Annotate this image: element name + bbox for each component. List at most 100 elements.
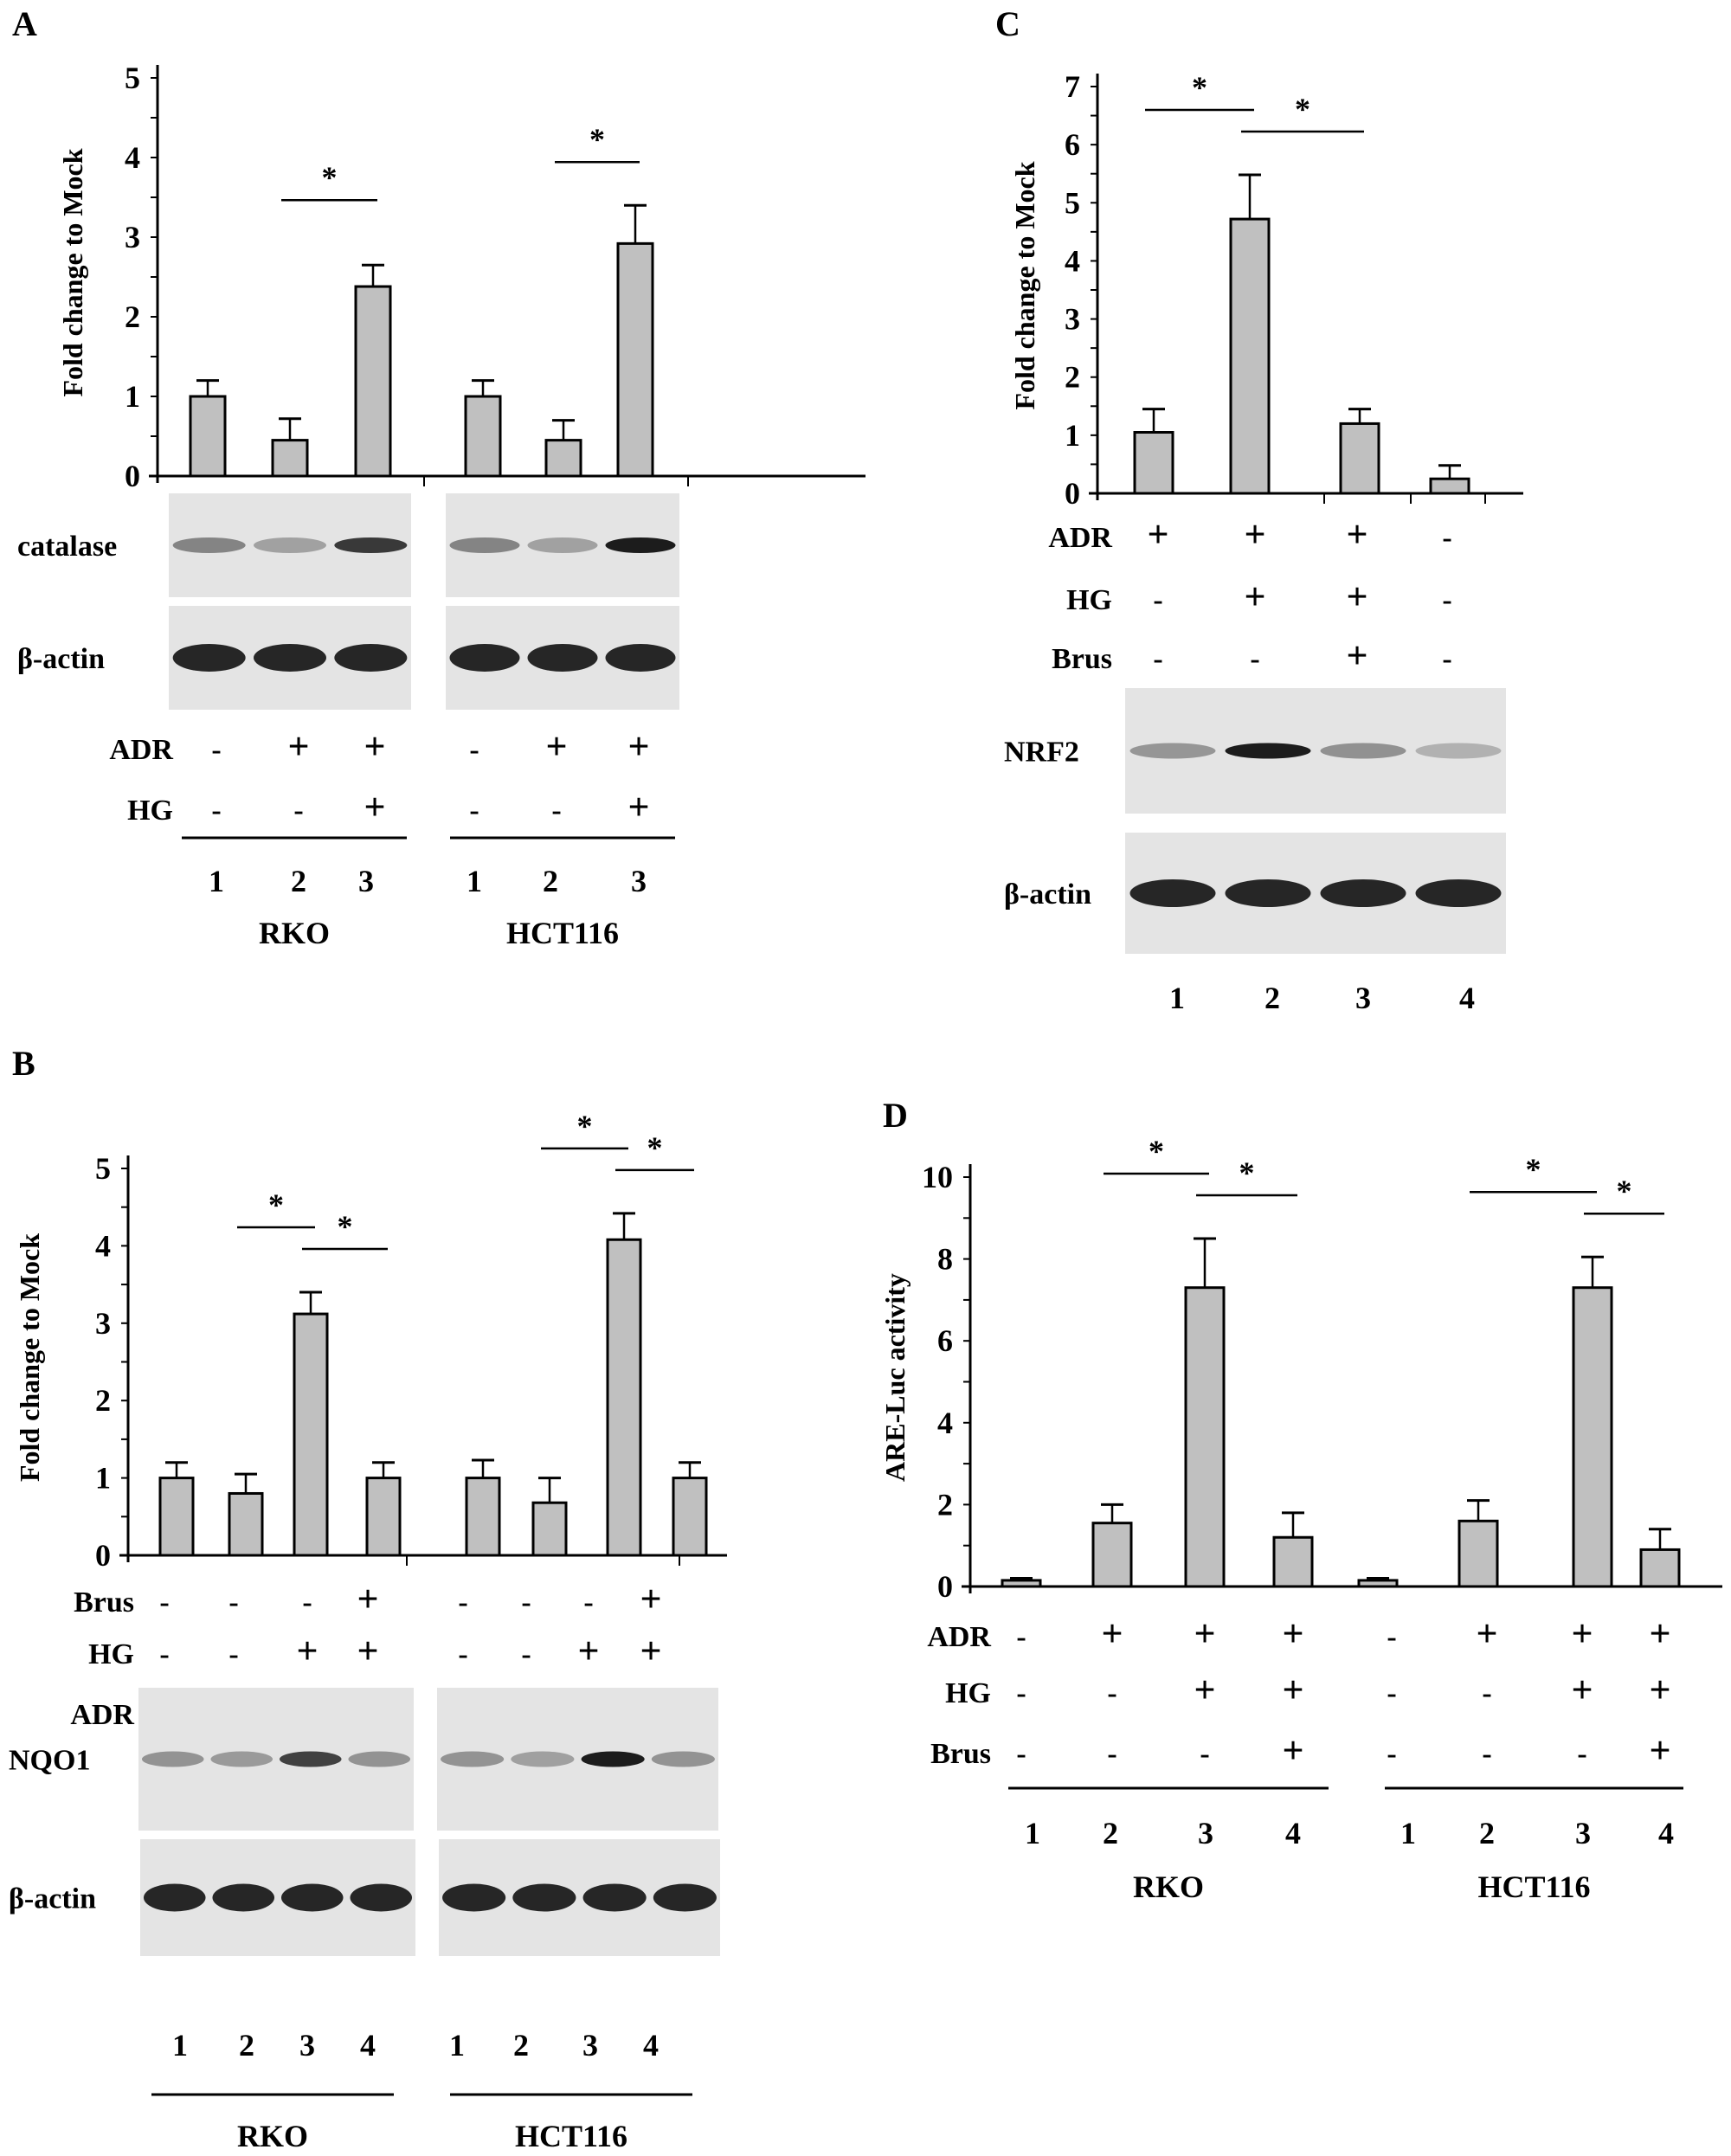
significance-star: * bbox=[589, 122, 605, 157]
y-tick-label: 3 bbox=[1065, 302, 1080, 337]
lane-number: 3 bbox=[631, 864, 647, 898]
blot-band bbox=[1320, 743, 1406, 759]
treatment-label: HG bbox=[945, 1677, 991, 1709]
treatment-label: ADR bbox=[927, 1621, 991, 1653]
blot-band bbox=[172, 537, 246, 553]
treatment-mark: + bbox=[1194, 1612, 1215, 1655]
treatment-label: ADR bbox=[1048, 522, 1112, 554]
blot-label: catalase bbox=[17, 531, 117, 563]
y-tick-label: 2 bbox=[125, 299, 140, 334]
blot-label: β-actin bbox=[17, 643, 105, 675]
blot-band bbox=[527, 644, 598, 672]
y-tick-label: 4 bbox=[937, 1406, 953, 1440]
treatment-mark: + bbox=[545, 725, 567, 768]
treatment-mark: + bbox=[1282, 1669, 1303, 1711]
y-tick-label: 0 bbox=[1065, 476, 1080, 511]
treatment-mark: + bbox=[1346, 634, 1367, 677]
bar bbox=[616, 241, 654, 478]
bar bbox=[1429, 477, 1470, 495]
treatment-mark: - bbox=[551, 795, 561, 827]
y-tick-label: 7 bbox=[1065, 69, 1080, 104]
blot-band bbox=[1320, 879, 1406, 907]
y-tick-label: 2 bbox=[95, 1383, 111, 1418]
treatment-mark: + bbox=[627, 725, 649, 768]
treatment-mark: + bbox=[1649, 1729, 1670, 1772]
treatment-label: HG bbox=[88, 1638, 134, 1670]
y-tick-label: 6 bbox=[937, 1323, 953, 1358]
blot-band bbox=[254, 644, 326, 672]
lane-number: 1 bbox=[467, 864, 482, 898]
significance-star: * bbox=[577, 1109, 593, 1143]
lane-number: 3 bbox=[1355, 981, 1371, 1015]
treatment-mark: - bbox=[458, 1638, 467, 1670]
y-tick-label: 6 bbox=[1065, 127, 1080, 162]
treatment-label: HG bbox=[1066, 584, 1112, 616]
lane-number: 4 bbox=[1285, 1816, 1301, 1850]
blot-band bbox=[1129, 743, 1216, 759]
cell-line-label: HCT116 bbox=[1477, 1870, 1590, 1904]
lane-number: 2 bbox=[1479, 1816, 1495, 1850]
y-tick-label: 10 bbox=[922, 1160, 953, 1194]
y-tick-label: 1 bbox=[125, 379, 140, 414]
lane-number: 2 bbox=[543, 864, 558, 898]
treatment-mark: - bbox=[159, 1638, 169, 1670]
treatment-mark: + bbox=[627, 786, 649, 828]
treatment-mark: + bbox=[357, 1630, 378, 1672]
treatment-mark: + bbox=[1649, 1612, 1670, 1655]
y-tick-label: 2 bbox=[937, 1487, 953, 1522]
panel-c: 0 1 2 3 4 5 6 7 Fold change to Mock * * ADR + + + - HG - +… bbox=[1004, 69, 1523, 1015]
cell-line-label: HCT116 bbox=[506, 916, 619, 950]
treatment-mark: - bbox=[211, 795, 221, 827]
lane-number: 2 bbox=[1264, 981, 1280, 1015]
significance-star: * bbox=[1526, 1152, 1541, 1187]
significance-star: * bbox=[1192, 70, 1207, 105]
treatment-mark: - bbox=[1107, 1677, 1116, 1709]
treatment-mark: + bbox=[1147, 513, 1168, 556]
lane-number: 1 bbox=[1025, 1816, 1040, 1850]
treatment-mark: + bbox=[640, 1630, 661, 1672]
y-tick-label: 1 bbox=[95, 1461, 111, 1496]
treatment-mark: + bbox=[1571, 1669, 1593, 1711]
y-tick-label: 0 bbox=[95, 1538, 111, 1573]
y-tick-label: 5 bbox=[95, 1151, 111, 1186]
blot-band bbox=[1415, 879, 1502, 907]
treatment-mark: + bbox=[1194, 1669, 1215, 1711]
bar bbox=[1272, 1535, 1314, 1588]
blot-band bbox=[1129, 879, 1216, 907]
lane-number: 1 bbox=[1400, 1816, 1416, 1850]
treatment-mark: - bbox=[228, 1638, 238, 1670]
panel-label-c: C bbox=[995, 4, 1020, 43]
treatment-mark: - bbox=[1442, 584, 1451, 616]
treatment-mark: - bbox=[159, 1586, 169, 1619]
treatment-mark: + bbox=[1282, 1729, 1303, 1772]
significance-star: * bbox=[1149, 1134, 1164, 1168]
blot-band bbox=[449, 644, 520, 672]
blot-label: β-actin bbox=[1004, 878, 1091, 911]
treatment-label: Brus bbox=[1052, 643, 1112, 675]
blot-band bbox=[280, 1883, 344, 1912]
treatment-mark: - bbox=[1482, 1738, 1491, 1770]
significance-star: * bbox=[1617, 1174, 1632, 1208]
bar bbox=[1572, 1286, 1613, 1588]
treatment-mark: - bbox=[1442, 522, 1451, 554]
cell-line-label: RKO bbox=[259, 916, 330, 950]
bar bbox=[271, 439, 309, 478]
y-tick-label: 5 bbox=[125, 61, 140, 95]
blot-band bbox=[143, 1883, 206, 1912]
treatment-mark: - bbox=[1107, 1738, 1116, 1770]
treatment-mark: + bbox=[1346, 513, 1367, 556]
lane-number: 1 bbox=[449, 2028, 465, 2063]
treatment-mark: - bbox=[302, 1586, 312, 1619]
lane-number: 2 bbox=[1103, 1816, 1118, 1850]
treatment-mark: + bbox=[1649, 1669, 1670, 1711]
y-axis-label: Fold change to Mock bbox=[14, 1233, 45, 1482]
treatment-mark: - bbox=[1482, 1677, 1491, 1709]
treatment-mark: - bbox=[228, 1586, 238, 1619]
treatment-mark: - bbox=[583, 1586, 593, 1619]
lane-number: 2 bbox=[513, 2028, 529, 2063]
bar bbox=[1458, 1519, 1499, 1588]
y-tick-label: 8 bbox=[937, 1242, 953, 1277]
bar bbox=[544, 439, 582, 478]
blot-band bbox=[334, 644, 408, 672]
